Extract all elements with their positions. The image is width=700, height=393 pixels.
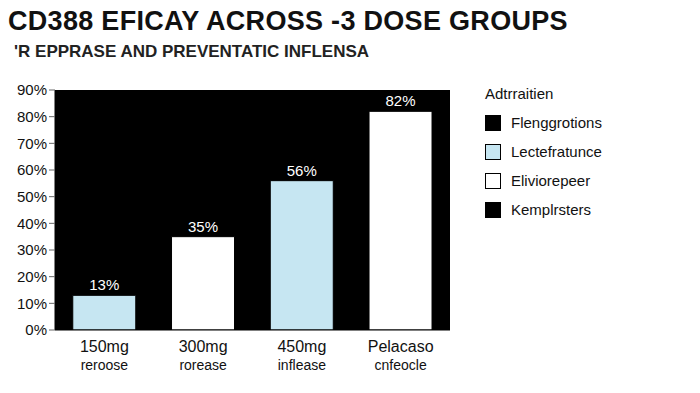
html-text:Adtrraitien: Adtrraitien bbox=[485, 85, 554, 102]
svg-text:30%: 30% bbox=[17, 241, 47, 258]
svg-text:50%: 50% bbox=[17, 188, 47, 205]
svg-text:90%: 90% bbox=[17, 81, 47, 98]
html-text:Flenggrotions: Flenggrotions bbox=[511, 114, 602, 131]
svg-text:70%: 70% bbox=[17, 135, 47, 152]
svg-text:300mg: 300mg bbox=[179, 338, 228, 355]
svg-text:40%: 40% bbox=[17, 215, 47, 232]
svg-text:80%: 80% bbox=[17, 108, 47, 125]
svg-text:450mg: 450mg bbox=[277, 338, 326, 355]
svg-text:0%: 0% bbox=[25, 321, 47, 338]
html-text:Eliviorepeer: Eliviorepeer bbox=[511, 172, 591, 189]
svg-text:150mg: 150mg bbox=[80, 338, 129, 355]
svg-text:10%: 10% bbox=[17, 295, 47, 312]
svg-text:13%: 13% bbox=[89, 276, 119, 293]
html-text:Kemplrsters: Kemplrsters bbox=[511, 201, 591, 218]
svg-text:reroose: reroose bbox=[81, 357, 129, 373]
svg-text:Pelacaso: Pelacaso bbox=[368, 338, 434, 355]
html-text:'R EPPRASE AND PREVENTATIC INF: 'R EPPRASE AND PREVENTATIC INFLENSA bbox=[14, 42, 370, 61]
html-text:Lectefratunce: Lectefratunce bbox=[511, 143, 602, 160]
svg-text:inflease: inflease bbox=[278, 357, 326, 373]
svg-text:56%: 56% bbox=[287, 162, 317, 179]
svg-text:35%: 35% bbox=[188, 218, 218, 235]
svg-text:cnfeocle: cnfeocle bbox=[375, 357, 427, 373]
svg-text:82%: 82% bbox=[386, 92, 416, 109]
svg-text:20%: 20% bbox=[17, 268, 47, 285]
html-text:CD388 EFICAY ACROSS -3 DOSE GR: CD388 EFICAY ACROSS -3 DOSE GROUPS bbox=[8, 6, 568, 36]
svg-text:rorease: rorease bbox=[179, 357, 227, 373]
svg-text:60%: 60% bbox=[17, 161, 47, 178]
